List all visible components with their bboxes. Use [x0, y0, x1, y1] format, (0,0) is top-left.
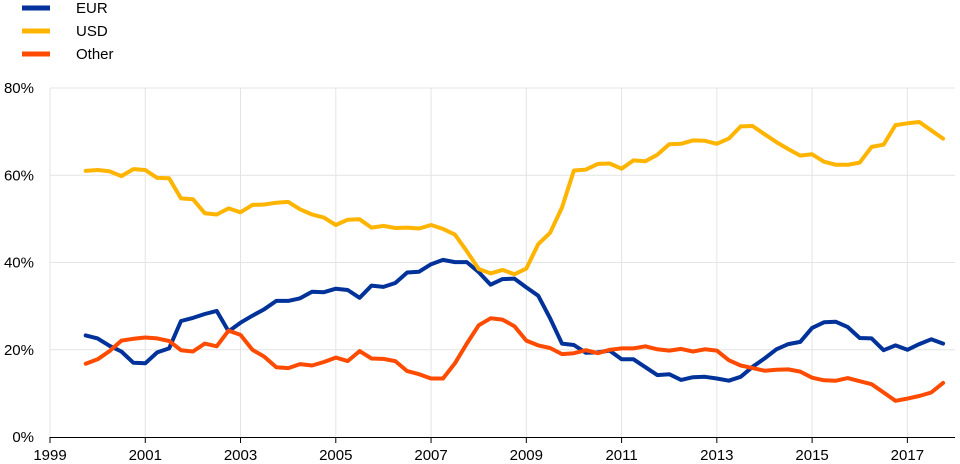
- x-tick-label: 2015: [795, 447, 828, 464]
- legend-label-usd: USD: [76, 23, 108, 40]
- y-tick-label: 40%: [4, 255, 34, 272]
- legend: EUR USD Other: [22, 0, 114, 63]
- x-tick-label: 2013: [700, 447, 733, 464]
- x-tick-label: 2011: [605, 447, 637, 464]
- series-line-other: [83, 316, 946, 403]
- x-tick-label: 2003: [224, 447, 257, 464]
- x-tick-label: 2009: [510, 447, 543, 464]
- y-tick-label: 60%: [4, 167, 34, 184]
- series-line-eur: [83, 257, 946, 383]
- series-line-usd: [83, 120, 946, 277]
- series-lines: [83, 120, 946, 403]
- legend-label-eur: EUR: [76, 0, 108, 17]
- legend-label-other: Other: [76, 46, 114, 63]
- y-tick-label: 80%: [4, 80, 34, 97]
- x-axis-ticks: 1999 2001 2003 2005 2007 2009 2011 2013 2015 2017: [33, 437, 924, 464]
- y-axis-ticks: 0% 20% 40% 60% 80%: [4, 80, 34, 446]
- x-tick-label: 2001: [129, 447, 162, 464]
- x-tick-label: 2007: [414, 447, 447, 464]
- y-tick-label: 20%: [4, 342, 34, 359]
- x-tick-label: 2017: [891, 447, 924, 464]
- gridlines: [49, 87, 955, 437]
- x-tick-label: 2005: [319, 447, 352, 464]
- y-tick-label: 0%: [12, 429, 34, 446]
- x-tick-label: 1999: [33, 447, 66, 464]
